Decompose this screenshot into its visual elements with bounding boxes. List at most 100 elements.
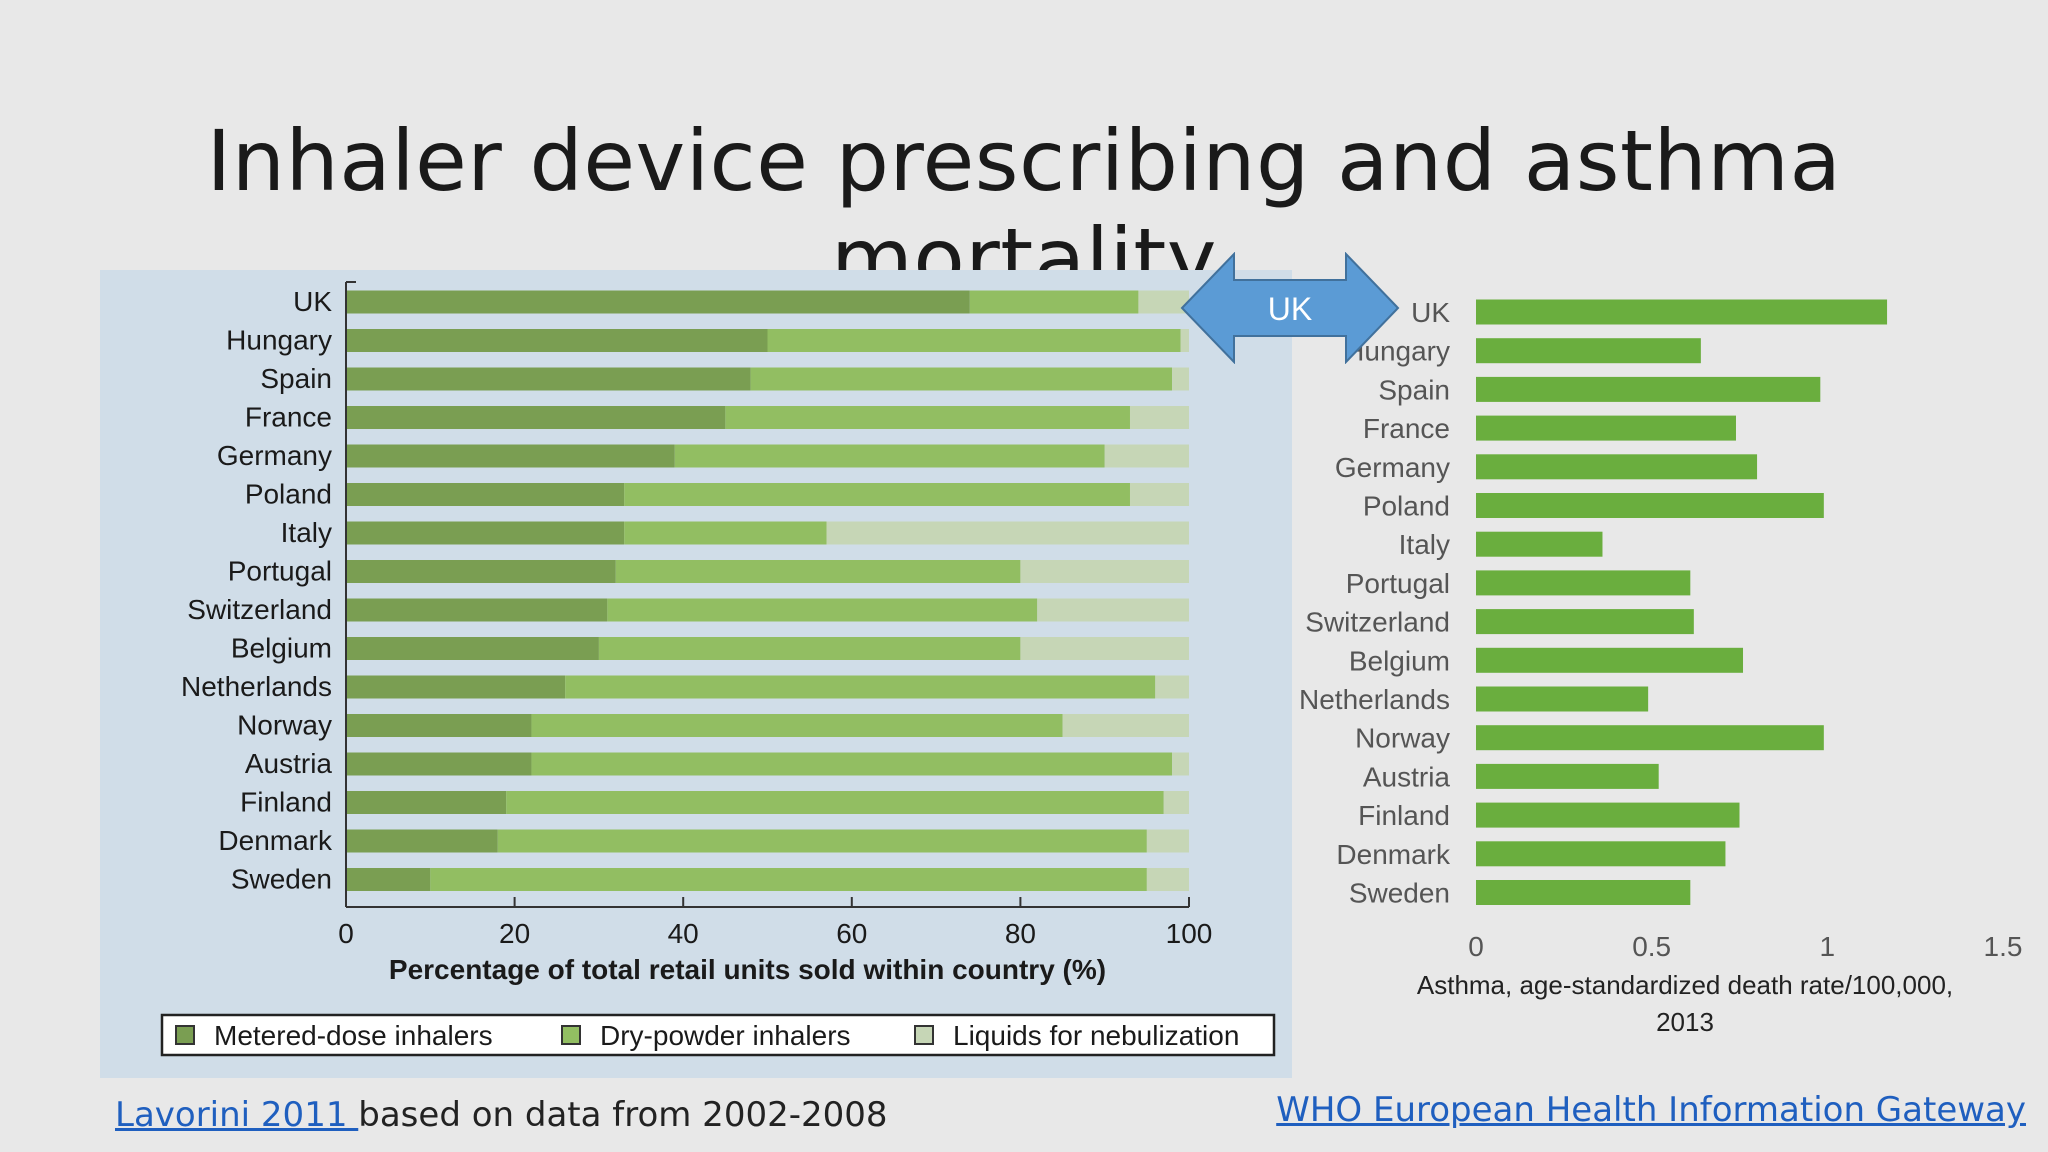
bar-finland-series-2 bbox=[1163, 791, 1189, 814]
inhaler-chart-panel: UK Hungary Spain France Germany Poland Italy Po… bbox=[100, 270, 1292, 1078]
who-bar-belgium bbox=[1476, 647, 1744, 673]
bar-belgium-series-0 bbox=[346, 637, 599, 660]
who-category-label-portugal: Portugal bbox=[1346, 568, 1450, 599]
category-label-uk: UK bbox=[293, 286, 332, 317]
bar-austria-series-1 bbox=[531, 752, 1173, 776]
who-x-axis-title-line2: 2013 bbox=[1656, 1007, 1714, 1037]
legend-box bbox=[160, 1013, 1276, 1057]
bar-spain-series-2 bbox=[1172, 367, 1189, 391]
x-tick-label: 80 bbox=[1005, 918, 1036, 949]
legend-swatch-0 bbox=[175, 1025, 195, 1045]
bar-sweden-series-0 bbox=[346, 868, 431, 891]
bar-france-series-0 bbox=[346, 406, 726, 429]
who-category-label-netherlands: Netherlands bbox=[1299, 684, 1450, 715]
page-title: Inhaler device prescribing and asthma mo… bbox=[206, 112, 1842, 308]
category-label-spain: Spain bbox=[260, 363, 332, 394]
legend-label-0: Metered-dose inhalers bbox=[214, 1020, 493, 1051]
who-bar-denmark bbox=[1476, 841, 1726, 867]
category-label-netherlands: Netherlands bbox=[181, 671, 332, 702]
who-x-tick-label: 1.5 bbox=[1984, 931, 2023, 962]
who-category-label-italy: Italy bbox=[1399, 529, 1450, 560]
category-label-switzerland: Switzerland bbox=[187, 594, 332, 625]
asthma-mortality-bar-chart: UKHungarySpainFranceGermanyPolandItalyPo… bbox=[1299, 297, 2023, 1037]
bar-belgium-series-1 bbox=[598, 637, 1021, 660]
bar-france-series-1 bbox=[725, 406, 1130, 429]
bar-portugal-series-0 bbox=[346, 560, 616, 583]
bar-italy-series-1 bbox=[624, 521, 827, 545]
bar-netherlands-series-0 bbox=[346, 675, 566, 699]
bar-norway-series-0 bbox=[346, 714, 532, 737]
bar-poland-series-2 bbox=[1129, 483, 1189, 506]
legend-label-1: Dry-powder inhalers bbox=[600, 1020, 851, 1051]
bar-portugal-series-1 bbox=[615, 560, 1021, 583]
category-label-germany: Germany bbox=[217, 440, 332, 471]
bar-finland-series-1 bbox=[506, 791, 1164, 814]
category-label-finland: Finland bbox=[240, 787, 332, 818]
who-bar-norway bbox=[1476, 725, 1824, 751]
category-label-belgium: Belgium bbox=[231, 633, 332, 664]
who-gateway-link[interactable]: WHO European Health Information Gateway bbox=[1276, 1090, 2026, 1130]
bar-uk-series-2 bbox=[1138, 290, 1189, 314]
who-x-axis-title-line1: Asthma, age-standardized death rate/100,… bbox=[1417, 970, 1953, 1000]
who-category-label-france: France bbox=[1363, 413, 1450, 444]
bar-germany-series-2 bbox=[1104, 444, 1189, 468]
bar-sweden-series-1 bbox=[430, 868, 1147, 891]
who-x-tick-label: 0 bbox=[1468, 931, 1484, 962]
who-bar-france bbox=[1476, 415, 1736, 441]
bar-germany-series-0 bbox=[346, 444, 675, 468]
bar-poland-series-1 bbox=[624, 483, 1130, 506]
legend-swatch-1 bbox=[561, 1025, 581, 1045]
bar-france-series-2 bbox=[1129, 406, 1189, 429]
bar-spain-series-1 bbox=[750, 367, 1173, 391]
who-bar-netherlands bbox=[1476, 686, 1649, 712]
bar-norway-series-2 bbox=[1062, 714, 1189, 737]
category-label-france: France bbox=[245, 402, 332, 433]
who-bar-uk bbox=[1476, 299, 1888, 325]
bar-sweden-series-2 bbox=[1146, 868, 1189, 891]
who-bar-portugal bbox=[1476, 570, 1691, 596]
who-bar-poland bbox=[1476, 493, 1824, 518]
bar-switzerland-series-1 bbox=[607, 598, 1038, 622]
who-bar-finland bbox=[1476, 802, 1740, 828]
bar-hungary-series-2 bbox=[1180, 329, 1189, 352]
who-category-label-uk: UK bbox=[1411, 297, 1450, 328]
category-label-austria: Austria bbox=[245, 748, 333, 779]
who-category-label-belgium: Belgium bbox=[1349, 645, 1450, 676]
x-tick-label: 0 bbox=[338, 918, 354, 949]
bar-netherlands-series-1 bbox=[565, 675, 1156, 699]
bar-portugal-series-2 bbox=[1020, 560, 1189, 583]
bar-uk-series-1 bbox=[969, 290, 1139, 314]
inhaler-stacked-bar-chart: UK Hungary Spain France Germany Poland Italy Po… bbox=[160, 281, 1276, 1057]
bar-norway-series-1 bbox=[531, 714, 1063, 737]
category-label-poland: Poland bbox=[245, 479, 332, 510]
who-bar-italy bbox=[1476, 531, 1603, 557]
bar-austria-series-0 bbox=[346, 752, 532, 776]
bar-denmark-series-0 bbox=[346, 829, 498, 853]
bar-belgium-series-2 bbox=[1020, 637, 1189, 660]
bar-italy-series-2 bbox=[826, 521, 1189, 545]
category-label-sweden: Sweden bbox=[231, 864, 332, 895]
who-bar-hungary bbox=[1476, 338, 1701, 364]
who-bar-sweden bbox=[1476, 880, 1691, 905]
bar-finland-series-0 bbox=[346, 791, 507, 814]
who-x-axis-title: Asthma, age-standardized death rate/100,… bbox=[1417, 970, 1953, 1037]
uk-arrow-label: UK bbox=[1268, 291, 1312, 327]
who-bar-spain bbox=[1476, 376, 1821, 402]
who-bar-germany bbox=[1476, 454, 1758, 480]
bar-spain-series-0 bbox=[346, 367, 751, 391]
x-tick-label: 100 bbox=[1166, 918, 1213, 949]
category-label-portugal: Portugal bbox=[228, 556, 332, 587]
legend-swatch-2 bbox=[914, 1025, 934, 1045]
bar-switzerland-series-0 bbox=[346, 598, 608, 622]
who-x-tick-label: 0.5 bbox=[1632, 931, 1671, 962]
bar-denmark-series-1 bbox=[497, 829, 1147, 853]
left-source-citation: Lavorini 2011 based on data from 2002-20… bbox=[115, 1095, 888, 1135]
bar-uk-series-0 bbox=[346, 290, 970, 314]
uk-double-arrow-icon: UK bbox=[1180, 252, 1400, 364]
lavorini-2011-link[interactable]: Lavorini 2011 bbox=[115, 1095, 359, 1135]
left-source-note: based on data from 2002-2008 bbox=[358, 1095, 888, 1135]
who-bar-austria bbox=[1476, 763, 1659, 789]
who-category-label-switzerland: Switzerland bbox=[1305, 607, 1450, 638]
bar-italy-series-0 bbox=[346, 521, 625, 545]
legend-label-2: Liquids for nebulization bbox=[953, 1020, 1239, 1051]
